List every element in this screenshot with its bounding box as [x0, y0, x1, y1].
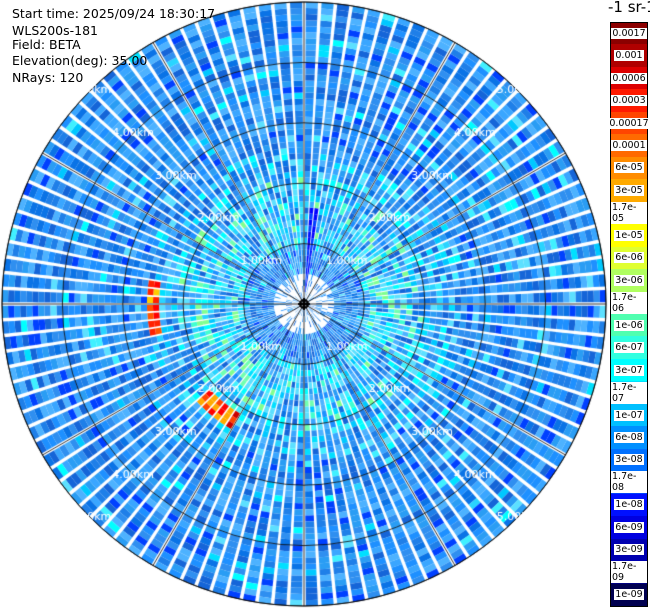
colorbar-level: 1.7e-06: [610, 291, 648, 315]
colorbar-level: 0.0017: [610, 22, 648, 46]
colorbar-tick-label: 1e-07: [614, 409, 644, 421]
colorbar-tick-label: 1.7e-09: [611, 561, 647, 584]
colorbar-level: 1.7e-07: [610, 381, 648, 405]
colorbar-tick-label: 6e-09: [614, 521, 644, 533]
colorbar-tick-label: 3e-05: [614, 184, 644, 196]
colorbar-tick-label: 0.0003: [611, 95, 647, 107]
colorbar-level: 1e-06: [610, 314, 648, 338]
colorbar-tick-label: 0.0001: [611, 140, 647, 152]
colorbar-level: 0.0001: [610, 134, 648, 158]
colorbar-tick-label: 0.0006: [611, 72, 647, 84]
colorbar-level: 6e-05: [610, 156, 648, 181]
colorbar-tick-label: 3e-07: [614, 364, 644, 376]
colorbar-level: 0.0006: [610, 66, 648, 91]
colorbar-title: -1 sr-1: [608, 0, 650, 16]
colorbar-tick-label: 0.001: [614, 50, 644, 62]
colorbar-level: 0.00017: [608, 111, 650, 136]
colorbar-level: 6e-09: [610, 516, 648, 540]
colorbar-tick-label: 1e-06: [614, 319, 644, 331]
colorbar-level: 1e-07: [610, 403, 648, 428]
colorbar-level: 1.7e-09: [610, 561, 648, 585]
colorbar-level: 6e-06: [610, 246, 648, 271]
field-name: Field: BETA: [12, 37, 81, 52]
colorbar-tick-label: 0.00017: [608, 117, 650, 129]
colorbar-tick-label: 6e-06: [614, 252, 644, 264]
colorbar-tick-label: 1e-05: [614, 229, 644, 241]
colorbar-level: 1.7e-05: [610, 201, 648, 226]
colorbar-tick-label: 3e-09: [614, 544, 644, 556]
colorbar-tick-label: 0.0017: [611, 28, 647, 40]
colorbar-level: 0.001: [610, 44, 648, 68]
colorbar-level: 3e-08: [610, 448, 648, 473]
colorbar-level: 3e-06: [610, 269, 648, 293]
colorbar-level: 0.0003: [610, 89, 648, 113]
colorbar-level: 3e-07: [610, 358, 648, 383]
colorbar-level: 3e-05: [610, 179, 648, 203]
colorbar-tick-label: 6e-08: [614, 432, 644, 444]
colorbar-level: 3e-09: [610, 538, 648, 563]
start-time: Start time: 2025/09/24 18:30:17: [12, 6, 216, 21]
colorbar-tick-label: 6e-05: [614, 162, 644, 174]
colorbar-tick-label: 1.7e-06: [611, 291, 647, 314]
nrays: NRays: 120: [12, 70, 84, 85]
colorbar-tick-label: 1.7e-05: [611, 201, 647, 224]
colorbar: 0.0017 0.001 0.0006 0.0003 0.00017 0.0001 6e-0…: [608, 22, 650, 607]
colorbar-level: 6e-08: [610, 426, 648, 450]
colorbar-tick-label: 1e-09: [614, 589, 644, 601]
colorbar-level: 1e-09: [610, 583, 648, 607]
colorbar-level: 1e-05: [610, 224, 648, 248]
colorbar-tick-label: 3e-06: [614, 274, 644, 286]
colorbar-level: 6e-07: [610, 336, 648, 360]
colorbar-level: 1.7e-08: [610, 471, 648, 495]
colorbar-tick-label: 1e-08: [614, 499, 644, 511]
colorbar-tick-label: 3e-08: [614, 454, 644, 466]
colorbar-tick-label: 1.7e-08: [611, 471, 647, 494]
colorbar-tick-label: 6e-07: [614, 342, 644, 354]
device-name: WLS200s-181: [12, 23, 98, 38]
elevation: Elevation(deg): 35.00: [12, 53, 148, 68]
colorbar-level: 1e-08: [610, 493, 648, 518]
colorbar-tick-label: 1.7e-07: [611, 381, 647, 404]
